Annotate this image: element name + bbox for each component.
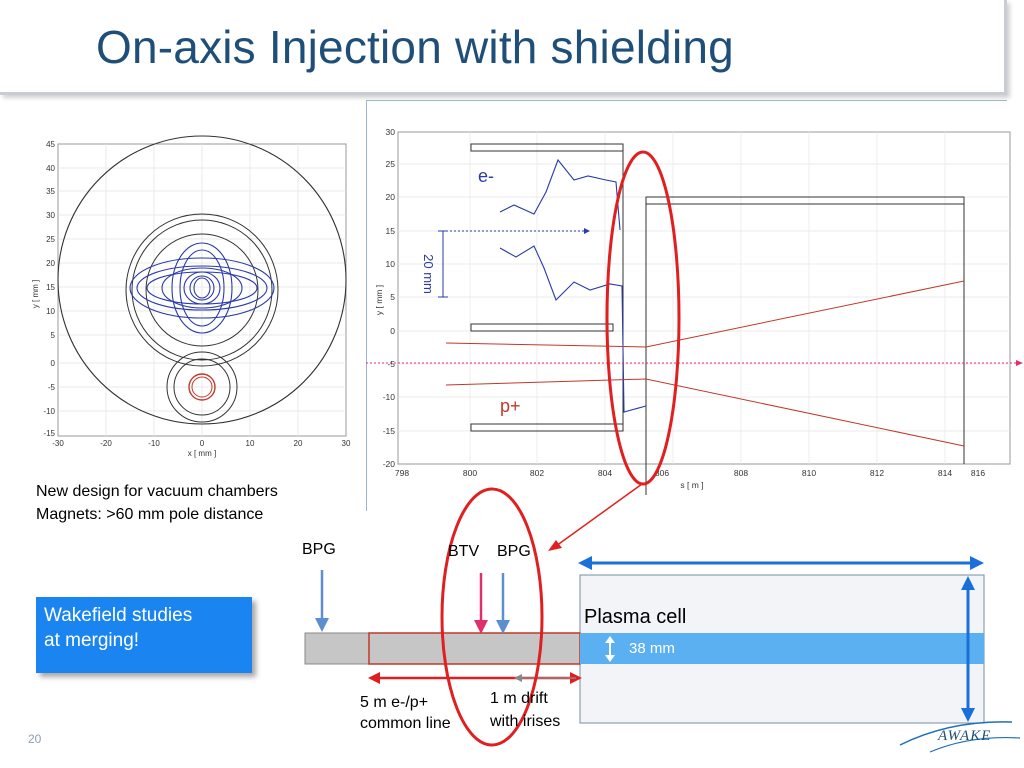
bpg1-label: BPG	[302, 541, 336, 558]
slide-title: On-axis Injection with shielding	[96, 21, 734, 73]
cross-section-y-label: y [ mm ]	[31, 280, 40, 308]
svg-text:-20: -20	[383, 459, 396, 469]
svg-text:802: 802	[530, 468, 544, 478]
svg-text:806: 806	[655, 468, 669, 478]
svg-text:10: 10	[246, 439, 255, 448]
svg-text:-10: -10	[148, 439, 160, 448]
svg-text:25: 25	[46, 235, 55, 244]
slide-number: 20	[28, 732, 42, 746]
svg-text:798: 798	[395, 468, 409, 478]
svg-text:20: 20	[386, 192, 396, 202]
svg-text:-5: -5	[48, 383, 56, 392]
proton-envelope	[188, 373, 216, 401]
design-note-chambers: New design for vacuum chambers	[36, 483, 278, 500]
svg-text:808: 808	[734, 468, 748, 478]
svg-text:30: 30	[386, 127, 396, 137]
proton-label: p+	[500, 396, 521, 416]
svg-text:810: 810	[802, 468, 816, 478]
electron-label: e-	[478, 166, 494, 186]
svg-text:20: 20	[294, 439, 303, 448]
svg-text:10: 10	[46, 307, 55, 316]
svg-text:40: 40	[46, 164, 55, 173]
drift-label-2: with irises	[490, 713, 561, 730]
drift-label-1: 1 m drift	[490, 690, 548, 707]
svg-text:-10: -10	[43, 407, 55, 416]
dimension-20mm	[438, 230, 448, 298]
svg-text:25: 25	[386, 159, 396, 169]
title-bar	[0, 0, 1007, 95]
svg-text:45: 45	[46, 140, 55, 149]
highlight-connector-arrow	[555, 483, 643, 547]
cross-section-x-ticks: -30 -20 -10 0 10 20 30	[52, 439, 351, 448]
svg-text:-30: -30	[52, 439, 64, 448]
svg-text:0: 0	[390, 326, 395, 336]
cross-section-y-ticks: 45 40 35 30 25 20 15 10 5 0 -5 -10 -15	[43, 140, 55, 438]
svg-text:5: 5	[390, 292, 395, 302]
design-note-magnets: Magnets: >60 mm pole distance	[36, 506, 264, 523]
svg-text:0: 0	[200, 439, 205, 448]
plasma-channel	[580, 633, 984, 664]
svg-text:20: 20	[46, 259, 55, 268]
bpg2-label: BPG	[497, 543, 531, 560]
svg-text:800: 800	[463, 468, 477, 478]
svg-text:-10: -10	[383, 392, 396, 402]
outer-chamber-circle	[57, 135, 347, 425]
plasma-cell-label: Plasma cell	[584, 606, 687, 628]
electron-envelopes	[129, 242, 275, 334]
wakefield-callout: Wakefield studies at merging!	[36, 597, 252, 673]
svg-text:814: 814	[938, 468, 952, 478]
callout-line-2: at merging!	[44, 630, 140, 651]
svg-text:-5: -5	[387, 359, 395, 369]
cross-section-plot: 45 40 35 30 25 20 15 10 5 0 -5 -10 -15 -…	[31, 135, 351, 458]
trajectory-y-ticks: 30 25 20 15 10 5 0 -5 -10 -15 -20	[383, 127, 396, 469]
svg-text:15: 15	[386, 226, 396, 236]
trajectory-plot-frame	[366, 100, 1007, 511]
trajectory-y-label: y [ mm ]	[374, 285, 384, 315]
callout-line-1: Wakefield studies	[44, 605, 193, 626]
trajectory-x-ticks: 798 800 802 804 806 808 810 812 814 816	[395, 468, 985, 478]
highlight-ellipse-beamline	[440, 487, 544, 747]
trajectory-plot: 20 mm e- p+ 30 25 20 15 10 5 0 -5 -10 -1…	[366, 127, 1023, 495]
svg-text:-20: -20	[100, 439, 112, 448]
svg-text:30: 30	[342, 439, 351, 448]
electron-trajectory	[499, 158, 647, 413]
svg-text:30: 30	[46, 211, 55, 220]
trajectory-x-label: s [ m ]	[680, 480, 703, 490]
plasma-dim-label: 38 mm	[629, 640, 675, 657]
svg-text:812: 812	[870, 468, 884, 478]
dimension-20mm-label: 20 mm	[421, 254, 436, 294]
svg-text:804: 804	[598, 468, 612, 478]
highlight-ellipse-plot	[605, 150, 681, 486]
svg-text:-15: -15	[383, 426, 396, 436]
awake-logo: AWAKE	[938, 728, 992, 744]
common-line-label-1: 5 m e-/p+	[360, 694, 429, 711]
svg-text:15: 15	[46, 283, 55, 292]
common-line-label-2: common line	[360, 715, 451, 732]
proton-trajectory	[445, 280, 965, 447]
svg-text:816: 816	[971, 468, 985, 478]
svg-text:-15: -15	[43, 429, 55, 438]
btv-label: BTV	[448, 543, 480, 560]
svg-text:5: 5	[51, 331, 56, 340]
awake-logo-swoosh	[899, 721, 1013, 746]
svg-text:35: 35	[46, 187, 55, 196]
svg-text:0: 0	[51, 359, 56, 368]
cross-section-x-label: x [ mm ]	[188, 449, 216, 458]
svg-text:10: 10	[386, 259, 396, 269]
